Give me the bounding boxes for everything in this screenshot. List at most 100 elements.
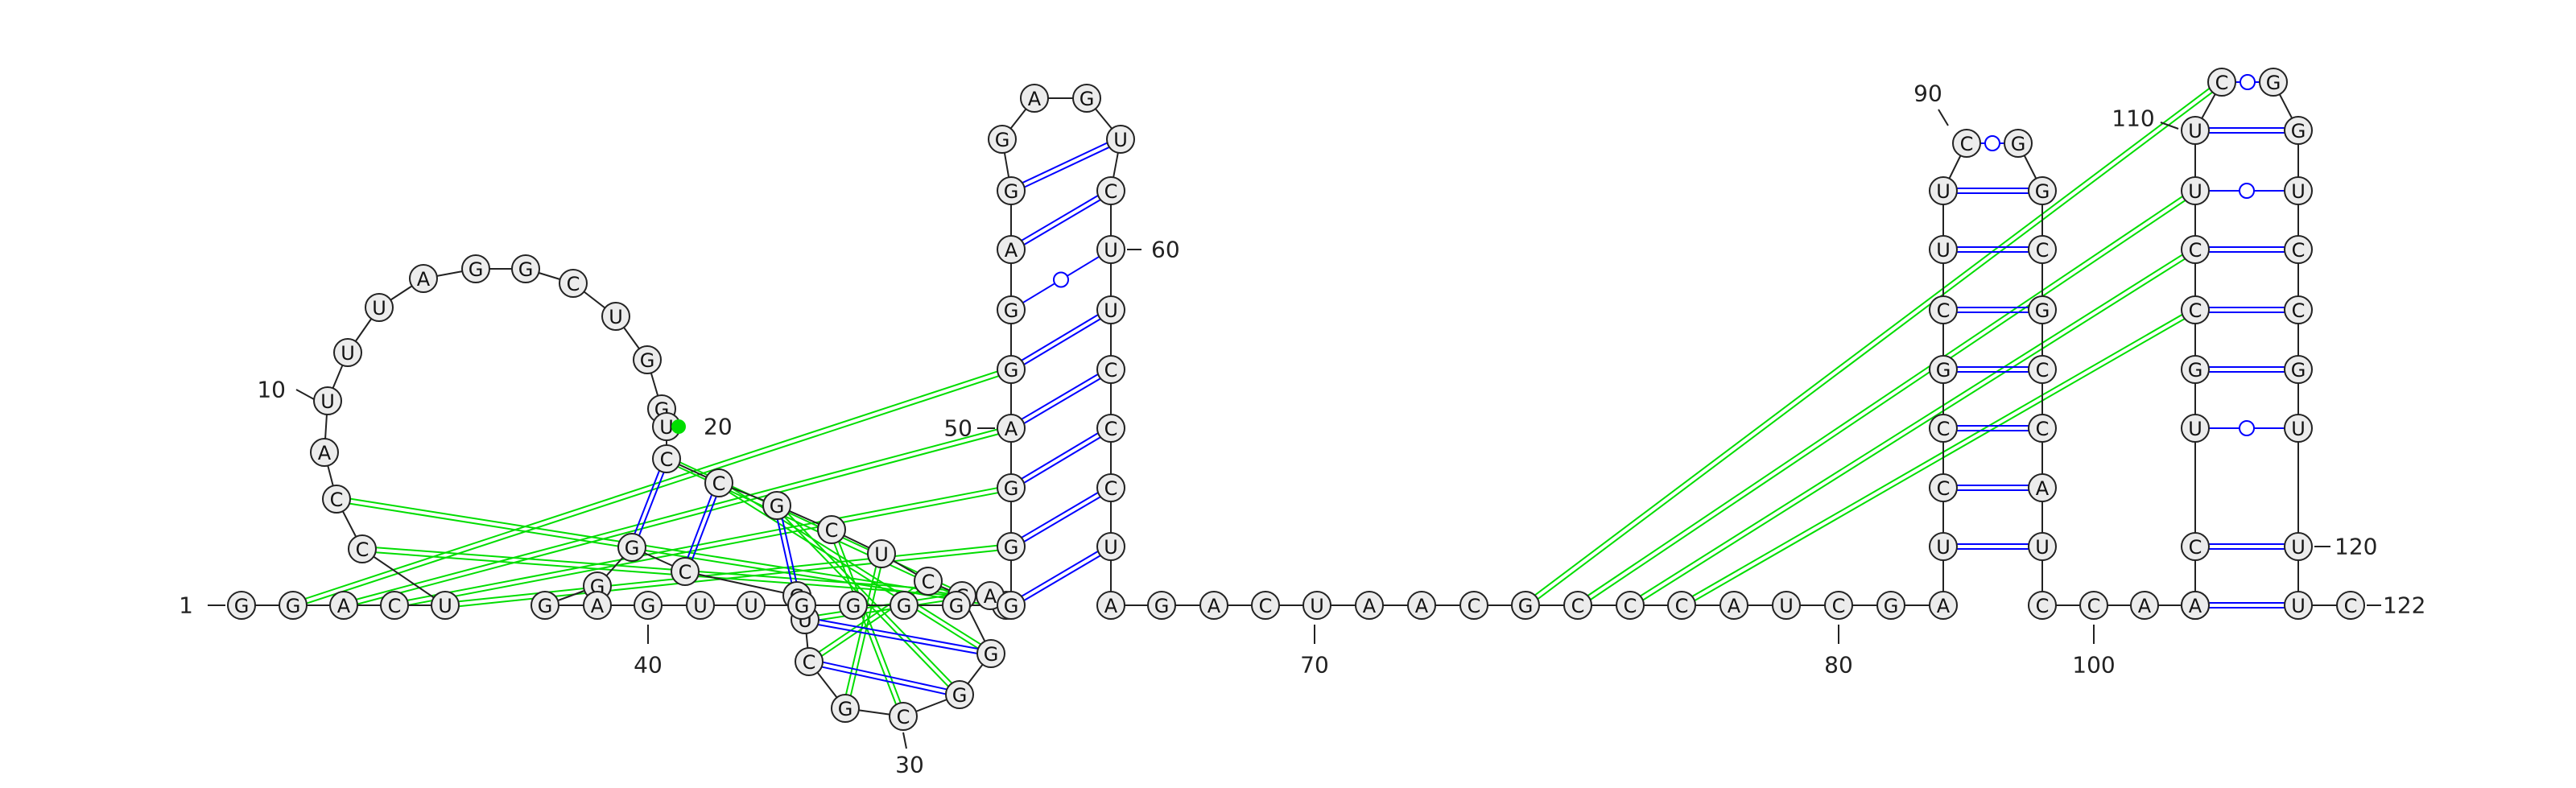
nucleotide-circle [976,639,1005,668]
nucleotide-112: C [2207,68,2236,97]
nucleotide-circle [839,591,868,620]
nucleotide-circle [1929,591,1958,620]
position-label-30: 30 [895,752,924,778]
nucleotide-56: G [988,125,1017,154]
nucleotide-letter: G [286,595,301,617]
nucleotide-letter: U [1113,129,1128,151]
numbering-ticks [208,109,2381,749]
nucleotide-62: U [1096,295,1125,324]
nucleotide-circle [2284,532,2313,561]
tick-30 [902,732,907,749]
nucleotide-letter: C [2189,299,2202,322]
nucleotide-50: G [997,473,1026,502]
nucleotide-letter: C [712,472,726,495]
nucleotide-44: G [890,591,919,620]
position-label-90: 90 [1913,80,1942,107]
nucleotide-circle [634,591,663,620]
nucleotide-circle [997,532,1026,561]
canonical-pair-21-34 [687,494,713,559]
nucleotide-letter: U [2188,180,2202,203]
nucleotide-67: A [1096,591,1125,620]
tertiary-link-78-108 [1680,307,2195,604]
nucleotide-circle [601,302,630,331]
nucleotide-23: C [817,515,846,544]
position-label-20: 20 [704,414,733,440]
nucleotide-letter: C [356,538,369,561]
nucleotide-letter: C [1468,595,1481,617]
nucleotide-102: A [2130,591,2159,620]
nucleotide-30: G [831,694,860,723]
nucleotide-letter: C [679,561,692,584]
nucleotide-letter: C [1832,595,1846,617]
nucleotide-letter: U [2291,180,2306,203]
nucleotide-circle [511,254,540,283]
nucleotide-letter: G [1004,299,1019,322]
nucleotide-letter: C [803,651,816,674]
canonical-pair-22-33 [776,519,793,584]
nucleotide-59: U [1106,125,1135,154]
position-label-80: 80 [1824,652,1853,679]
nucleotide-letter: C [2215,72,2229,94]
nucleotide-letter: C [2036,239,2050,262]
nucleotide-circle [1096,355,1125,384]
nucleotide-letter: C [825,519,839,542]
nucleotide-letter: U [1310,595,1324,617]
nucleotide-circle [2284,355,2313,384]
nucleotide-letter: U [659,416,674,439]
nucleotide-27: G [976,639,1005,668]
tertiary-link-77-109 [1628,246,2194,604]
nucleotide-83: A [1929,591,1958,620]
nucleotide-86: C [1929,414,1958,443]
nucleotide-circle [2284,176,2313,205]
nucleotide-letter: G [984,643,999,666]
canonical-pair-48-66 [1021,551,1099,597]
nucleotide-letter: U [2035,536,2050,559]
nucleotide-116: C [2284,235,2313,264]
nucleotide-circle [2028,473,2057,502]
nucleotide-circle [1929,532,1958,561]
nucleotide-circle [1719,591,1748,620]
nucleotide-letter: C [2292,239,2306,262]
nucleotide-circle [1355,591,1384,620]
nucleotide-93: G [2028,176,2057,205]
position-label-60: 60 [1151,237,1180,263]
nucleotide-circle [2181,591,2210,620]
tertiary-link-76-110 [1575,188,2194,604]
nucleotide-letter: C [1104,477,1118,500]
nucleotide-circle [737,591,766,620]
nucleotide-letter: C [2292,299,2306,322]
nucleotide-letter: C [1104,359,1118,382]
nucleotide-letter: A [318,442,332,464]
nucleotide-circle [633,345,662,374]
nucleotide-letter: C [1937,418,1951,440]
nucleotide-105: C [2181,532,2210,561]
nucleotide-letter: C [2036,595,2050,617]
nucleotide-letter: G [2011,133,2026,155]
nucleotide-circle [2181,116,2210,145]
tertiary-link-24-30 [842,553,881,708]
canonical-pair-50-64 [1021,432,1099,480]
nucleotide-letter: G [1154,595,1170,617]
nucleotide-16: U [601,302,630,331]
nucleotide-circle [2207,68,2236,97]
nucleotide-57: A [1020,84,1049,113]
nucleotide-letter: U [1936,180,1951,203]
nucleotide-2: G [279,591,308,620]
nucleotide-circle [1251,591,1280,620]
tertiary-link-3-51 [342,425,1011,604]
nucleotide-letter: G [2266,72,2281,94]
nucleotide-circle [1667,591,1696,620]
tertiary-link-3-51 [344,429,1013,609]
nucleotide-circle [997,176,1026,205]
nucleotide-circle [2079,591,2108,620]
nucleotide-letter: A [2036,477,2050,500]
nucleotide-107: G [2181,355,2210,384]
nucleotide-87: G [1929,355,1958,384]
nucleotide-circle [1096,591,1125,620]
nucleotide-letter: C [330,489,344,511]
nucleotide-82: G [1876,591,1905,620]
nucleotide-circle [1096,414,1125,443]
nucleotide-70: C [1251,591,1280,620]
nucleotide-42: G [787,591,816,620]
nucleotide-letter: G [2291,359,2306,382]
